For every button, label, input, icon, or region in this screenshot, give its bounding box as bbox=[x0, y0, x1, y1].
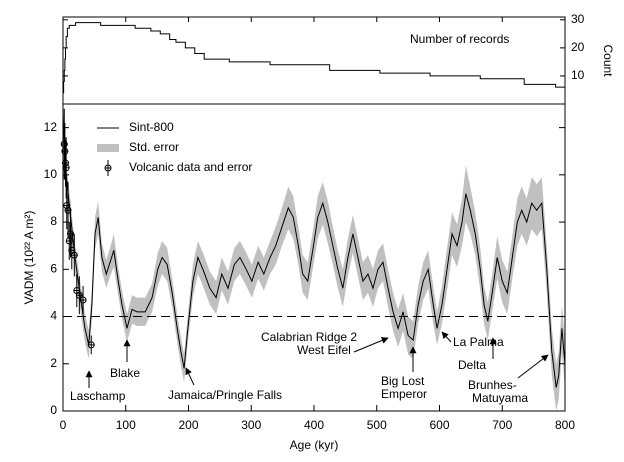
annotation: Matuyama bbox=[472, 391, 528, 405]
series-label: Number of records bbox=[410, 32, 509, 46]
legend-label: Sint-800 bbox=[129, 120, 174, 134]
x-tick-label: 500 bbox=[367, 418, 387, 432]
annotation: Delta bbox=[458, 358, 486, 372]
x-axis-label: Age (kyr) bbox=[290, 438, 339, 452]
x-tick-label: 200 bbox=[178, 418, 198, 432]
annotation-arrow bbox=[441, 331, 452, 343]
error-band bbox=[63, 101, 565, 411]
annotation: Jamaica/Pringle Falls bbox=[168, 388, 282, 402]
x-tick-label: 700 bbox=[492, 418, 512, 432]
y-tick-label: 30 bbox=[571, 12, 585, 26]
annotation: West Eifel bbox=[297, 343, 351, 357]
legend-band bbox=[97, 144, 119, 152]
annotation-arrow bbox=[353, 337, 389, 353]
annotation: Emperor bbox=[381, 387, 427, 401]
x-tick-label: 800 bbox=[555, 418, 575, 432]
step-line bbox=[63, 22, 565, 94]
y-axis-label: VADM (10²² A m²) bbox=[22, 211, 36, 305]
data-line bbox=[62, 115, 566, 388]
y-tick-label: 8 bbox=[50, 214, 57, 228]
annotation: La Palma bbox=[453, 335, 504, 349]
y-tick-label: 12 bbox=[44, 120, 58, 134]
x-tick-label: 400 bbox=[304, 418, 324, 432]
legend-label: Volcanic data and error bbox=[129, 160, 252, 174]
annotation: Blake bbox=[110, 366, 140, 380]
legend-label: Std. error bbox=[129, 140, 179, 154]
y-tick-label: 10 bbox=[571, 68, 585, 82]
x-tick-label: 600 bbox=[429, 418, 449, 432]
annotation: Calabrian Ridge 2 bbox=[261, 330, 357, 344]
annotation-arrow bbox=[185, 367, 195, 386]
y-tick-label: 2 bbox=[50, 356, 57, 370]
y-tick-label: 0 bbox=[50, 403, 57, 417]
y-axis-label: Count bbox=[601, 44, 615, 77]
annotation-arrow bbox=[517, 354, 549, 379]
y-tick-label: 4 bbox=[50, 309, 57, 323]
y-tick-label: 10 bbox=[44, 167, 58, 181]
x-tick-label: 0 bbox=[60, 418, 67, 432]
panel-frame bbox=[62, 16, 566, 105]
y-tick-label: 20 bbox=[571, 40, 585, 54]
x-tick-label: 300 bbox=[241, 418, 261, 432]
annotation: Big Lost bbox=[381, 374, 425, 388]
y-tick-label: 6 bbox=[50, 261, 57, 275]
annotation: Laschamp bbox=[70, 389, 126, 403]
x-tick-label: 100 bbox=[116, 418, 136, 432]
annotation: Brunhes- bbox=[468, 378, 517, 392]
